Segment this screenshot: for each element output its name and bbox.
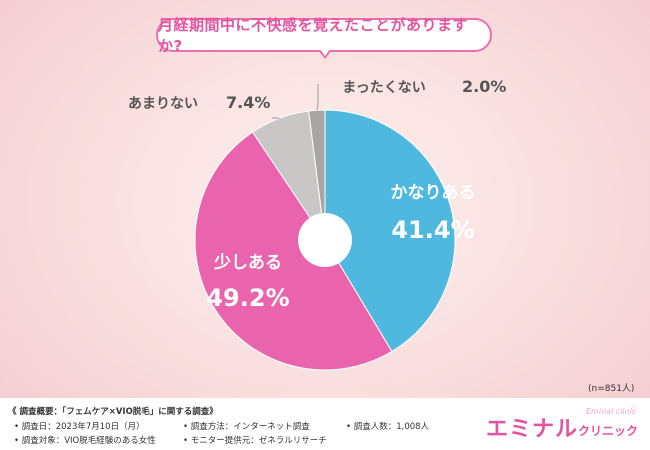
donut-hole: [298, 213, 352, 267]
title-bubble: 月経期間中に不快感を覚えたことがありますか?: [156, 16, 492, 55]
label-category-0: かなりある: [391, 183, 476, 203]
chart-title: 月経期間中に不快感を覚えたことがありますか?: [158, 16, 469, 55]
survey-target: • 調査対象：VIO脱毛経験のある女性: [14, 436, 156, 446]
label-value-3: 2.0%: [462, 77, 506, 96]
label-category-2: あまりない: [128, 96, 198, 112]
logo-main: エミナル: [486, 417, 579, 442]
slice-kanari-aru: [324, 109, 456, 353]
heart-icon: ♡: [630, 405, 639, 415]
logo-sub: クリニック: [578, 424, 639, 438]
label-value-0: 41.4%: [391, 216, 474, 244]
label-category-3: まったくない: [342, 80, 425, 96]
logo-en: Eminal clinic: [586, 407, 637, 416]
label-value-2: 7.4%: [226, 93, 270, 112]
survey-heading: 《 調査概要：「フェムケア×VIO脱毛」に関する調査》: [8, 407, 218, 417]
survey-method: • 調査方法：インターネット調査: [183, 422, 310, 432]
label-value-1: 49.2%: [206, 284, 289, 312]
slice-sukoshi-aru: [194, 131, 393, 371]
label-category-1: 少しある: [213, 253, 282, 273]
survey-provider: • モニター提供元：ゼネラルリサーチ: [183, 436, 327, 446]
sample-size: (n=851人): [588, 384, 635, 394]
survey-count: • 調査人数：1,008人: [346, 422, 430, 432]
leader-line-mattaku-nai: [316, 84, 319, 111]
footer: [0, 398, 650, 450]
survey-date: • 調査日：2023年7月10日（月）: [14, 422, 145, 432]
bubble-tail-inner: [320, 49, 330, 56]
